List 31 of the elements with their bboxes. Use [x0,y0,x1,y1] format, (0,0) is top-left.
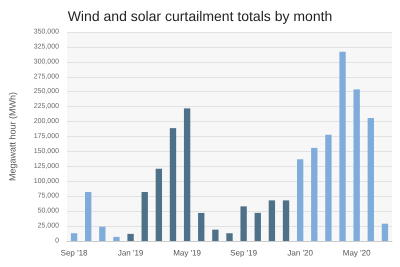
bar [254,212,261,241]
x-tick-label: Sep '18 [60,248,88,258]
x-tick-label: Jan '19 [118,248,144,258]
bar [339,52,346,241]
bar [226,233,233,241]
bar [268,200,276,241]
bar [240,206,247,241]
bar [70,233,78,241]
bar [325,134,332,241]
bar [142,192,148,241]
bar [212,230,219,241]
bar [99,226,106,241]
y-axis-title: Megawatt hour (MWh) [8,92,18,182]
bar [113,236,120,241]
x-tick-label: May '19 [173,248,202,258]
bar [353,89,360,241]
bar [170,128,176,241]
x-tick-label: May '20 [342,248,372,258]
chart-title: Wind and solar curtailment totals by month [68,8,332,24]
bar [368,118,374,241]
bar [156,168,162,241]
bar [282,200,290,241]
x-tick-label: Jan '20 [287,248,314,258]
bar [382,224,388,241]
x-tick-label: Sep '19 [230,248,258,258]
bar [127,234,134,241]
bar [184,108,190,241]
bar [85,192,92,241]
bar [311,148,318,241]
bar [198,212,204,241]
bar [296,159,304,241]
